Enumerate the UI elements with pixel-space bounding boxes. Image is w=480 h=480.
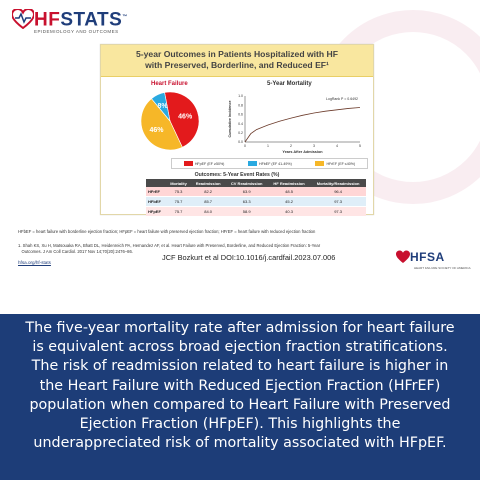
table-cell: 75.7 bbox=[166, 206, 191, 217]
pie-slice-label: 46% bbox=[150, 127, 165, 134]
table-header: Readmission bbox=[190, 179, 226, 187]
table-cell: 58.9 bbox=[225, 206, 268, 217]
pie-slice-hfref bbox=[140, 98, 183, 151]
table-row: HFrEF 75.3 82.2 63.9 48.5 96.4 bbox=[146, 187, 366, 197]
x-tick-label: 1 bbox=[267, 144, 269, 148]
table-cell: 45.2 bbox=[267, 196, 311, 207]
legend-swatch bbox=[183, 161, 193, 166]
summary-text: The five-year mortality rate after admis… bbox=[25, 320, 455, 452]
card-title: 5-year Outcomes in Patients Hospitalized… bbox=[136, 49, 338, 70]
table-cell: 63.9 bbox=[225, 187, 268, 197]
x-tick-label: 3 bbox=[313, 144, 315, 148]
table-cell: 75.7 bbox=[166, 196, 191, 207]
table-header: HF Readmission bbox=[267, 179, 311, 187]
chart-legend: HFpEF (EF ≥50%) HFbEF (EF 41-49%) HFrEF … bbox=[171, 158, 368, 169]
legend-item-hfref: HFrEF (EF ≤40%) bbox=[315, 161, 355, 166]
mortality-line-chart: 0.0 0.2 0.4 0.6 0.8 1.0 0 1 2 3 4 5 LogRank P = 0.64… bbox=[228, 94, 361, 154]
table-cell: HFrEF bbox=[146, 187, 167, 197]
table-header: Mortality/Readmission bbox=[310, 179, 366, 187]
hfsa-logo: HFSA bbox=[396, 250, 445, 264]
hfsa-heart-icon bbox=[396, 250, 410, 263]
pie-slice-hfpef bbox=[164, 91, 200, 148]
table-header: CV Readmission bbox=[225, 179, 268, 187]
pie-title: Heart Failure bbox=[151, 81, 188, 87]
table-header: Mortality bbox=[166, 179, 191, 187]
logo-wordmark: HFSTATS™ bbox=[34, 9, 128, 31]
hfstats-logo: HFSTATS™ bbox=[12, 8, 128, 29]
mortality-line bbox=[244, 107, 361, 143]
y-tick-label: 0.4 bbox=[238, 122, 243, 126]
table-cell: HFbEF bbox=[146, 196, 167, 207]
table-cell: 75.3 bbox=[166, 187, 191, 197]
y-tick-label: 0.0 bbox=[238, 140, 243, 144]
table-cell: 84.0 bbox=[190, 206, 226, 217]
legend-item-hfbef: HFbEF (EF 41-49%) bbox=[248, 161, 292, 166]
card-header: 5-year Outcomes in Patients Hospitalized… bbox=[101, 45, 373, 77]
outcomes-card: 5-year Outcomes in Patients Hospitalized… bbox=[100, 44, 374, 217]
x-tick-label: 2 bbox=[290, 144, 292, 148]
heart-failure-pie-chart: 46% 46% 8% bbox=[140, 91, 200, 151]
x-tick-label: 4 bbox=[336, 144, 338, 148]
x-axis-label: Years After Admission bbox=[282, 150, 323, 154]
pie-slice-label: 8% bbox=[158, 103, 169, 110]
rates-title: Outcomes: 5-Year Event Rates (%) bbox=[194, 172, 280, 178]
y-tick-label: 0.2 bbox=[238, 131, 243, 135]
y-tick-label: 1.0 bbox=[238, 94, 243, 98]
abbreviation-footnote: HFbEF = heart failure with borderline ej… bbox=[18, 229, 316, 234]
table-row: HFpEF 75.7 84.0 58.9 40.3 97.3 bbox=[146, 206, 366, 217]
table-cell: 85.7 bbox=[190, 196, 226, 207]
hfsa-subtitle: HEART FAILURE SOCIETY OF AMERICA bbox=[414, 266, 471, 270]
summary-panel: The five-year mortality rate after admis… bbox=[0, 314, 480, 480]
legend-swatch bbox=[315, 161, 325, 166]
reference: 1. Shah KS, Xu H, Matsouaka RA, Bhatt DL… bbox=[18, 243, 321, 254]
y-tick-label: 0.8 bbox=[238, 103, 243, 107]
legend-swatch bbox=[248, 161, 258, 166]
table-cell: 97.3 bbox=[310, 206, 366, 217]
y-axis-label: Cumulative Incidence bbox=[228, 101, 232, 138]
x-tick-label: 5 bbox=[359, 144, 361, 148]
table-cell: 96.4 bbox=[310, 187, 366, 197]
heart-icon bbox=[12, 8, 34, 29]
pie-slice-label: 46% bbox=[178, 114, 193, 121]
x-tick-label: 0 bbox=[244, 144, 246, 148]
logo-subtitle: EPIDEMIOLOGY AND OUTCOMES bbox=[34, 29, 119, 34]
pie-slice-hfbef bbox=[151, 92, 171, 122]
table-cell: HFpEF bbox=[146, 206, 167, 217]
legend-item-hfpef: HFpEF (EF ≥50%) bbox=[183, 161, 224, 166]
table-cell: 40.3 bbox=[267, 206, 311, 217]
table-row: HFbEF 75.7 85.7 63.3 45.2 97.3 bbox=[146, 196, 366, 207]
citation: JCF Bozkurt et al DOI:10.1016/j.cardfail… bbox=[162, 253, 336, 262]
table-cell: 97.3 bbox=[310, 196, 366, 207]
event-rates-table: Mortality Readmission CV Readmission HF … bbox=[146, 179, 366, 217]
table-cell: 63.3 bbox=[225, 196, 268, 207]
y-tick-label: 0.6 bbox=[238, 113, 243, 117]
table-cell: 82.2 bbox=[190, 187, 226, 197]
logrank-annotation: LogRank P = 0.6492 bbox=[326, 97, 358, 101]
table-cell: 48.5 bbox=[267, 187, 311, 197]
table-header-row: Mortality Readmission CV Readmission HF … bbox=[146, 179, 366, 187]
infographic-top: HFSTATS™ EPIDEMIOLOGY AND OUTCOMES 5-yea… bbox=[12, 8, 480, 270]
hf-stats-link[interactable]: hfsa.org/hf-stats bbox=[18, 260, 51, 265]
mortality-title: 5-Year Mortality bbox=[267, 81, 312, 87]
table-header bbox=[146, 179, 167, 187]
